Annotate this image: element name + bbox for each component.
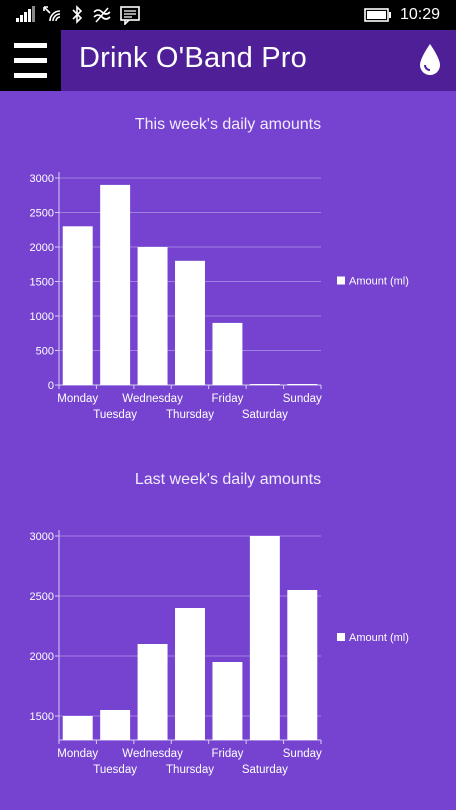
chart-title: This week's daily amounts [134,116,322,133]
y-tick-label: 3000 [30,531,54,543]
x-tick-label: Monday [57,393,98,405]
water-drop-icon[interactable] [418,43,442,77]
y-tick-label: 3000 [30,173,54,185]
chart-title: Last week's daily amounts [134,471,322,488]
app-title: Drink O'Band Pro [79,42,307,74]
bar-chart: 0 500 1000 1500 2000 2500 3000 Monday Tuesday Wed… [30,172,409,421]
bar [175,608,205,740]
message-icon [120,6,140,25]
y-tick-label: 1000 [30,311,54,323]
nfc-icon [93,7,111,23]
y-tick-label: 1500 [30,277,54,289]
legend-label: Amount (ml) [349,276,409,288]
x-tick-label: Sunday [283,748,322,760]
x-tick-label: Thursday [166,409,214,421]
bar [287,590,318,740]
x-tick-label: Thursday [166,764,214,776]
bar-chart: 1500 2000 2500 3000 Monday Tuesday Wednesday Th… [30,530,409,776]
app-header: Drink O'Band Pro [0,30,456,91]
bar [212,322,243,385]
bar [100,710,131,740]
last-week-chart: Last week's daily amounts 1500 2000 2500 30… [0,465,456,795]
legend-swatch [337,633,345,641]
y-tick-label: 0 [48,380,54,392]
x-tick-label: Tuesday [93,764,137,776]
x-tick-label: Friday [211,393,243,405]
bar [100,184,131,385]
this-week-chart: This week's daily amounts 0 500 1000 1500 20… [0,110,456,440]
x-tick-label: Saturday [242,409,288,421]
status-bar: 10:29 [0,0,456,30]
x-tick-label: Wednesday [122,393,183,405]
legend-label: Amount (ml) [349,632,409,644]
y-tick-label: 1500 [30,711,54,723]
y-tick-label: 2500 [30,208,54,220]
status-time: 10:29 [399,6,440,23]
wifi-icon [43,6,61,22]
x-tick-label: Sunday [283,393,322,405]
bar [62,226,93,385]
battery-icon [364,8,391,22]
x-tick-label: Wednesday [122,748,183,760]
bar [249,384,280,385]
bluetooth-icon [72,5,83,24]
bar [137,247,168,385]
x-tick-label: Tuesday [93,409,137,421]
bar [175,260,205,385]
x-tick-label: Friday [211,748,243,760]
bar [212,662,243,740]
bar [287,384,318,385]
signal-icon [16,6,35,22]
x-tick-label: Monday [57,748,98,760]
y-tick-label: 500 [36,346,54,358]
y-tick-label: 2000 [30,242,54,254]
bar [137,644,168,740]
y-tick-label: 2000 [30,651,54,663]
y-tick-label: 2500 [30,591,54,603]
legend-swatch [337,276,345,285]
x-tick-label: Saturday [242,764,288,776]
bar [249,536,280,740]
bar [62,716,93,740]
hamburger-menu-button[interactable] [0,30,61,91]
